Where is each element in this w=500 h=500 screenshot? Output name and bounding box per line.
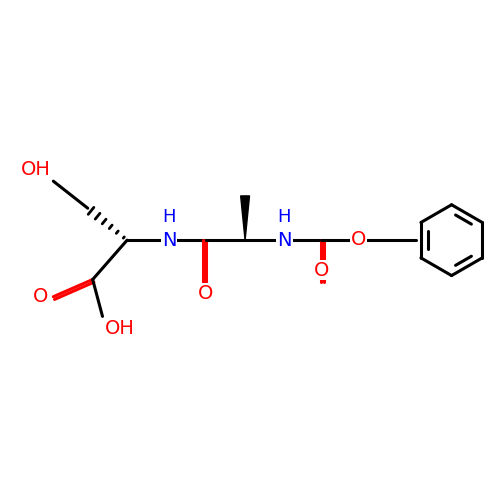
Text: OH: OH bbox=[21, 160, 51, 178]
Text: O: O bbox=[33, 287, 48, 306]
Text: O: O bbox=[350, 230, 366, 248]
Text: O: O bbox=[198, 284, 214, 304]
Text: OH: OH bbox=[105, 319, 135, 338]
Text: H: H bbox=[278, 208, 291, 226]
Text: N: N bbox=[277, 230, 291, 250]
Text: N: N bbox=[162, 230, 176, 250]
Text: O: O bbox=[314, 260, 329, 280]
Polygon shape bbox=[240, 196, 250, 240]
Text: H: H bbox=[162, 208, 175, 226]
